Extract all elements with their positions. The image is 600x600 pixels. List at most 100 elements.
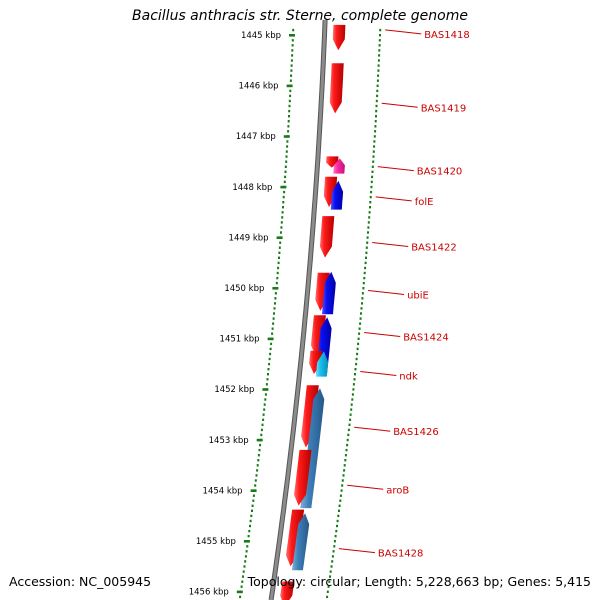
- ruler-dot: [361, 297, 364, 300]
- gene-arrow-bas1420-forward[interactable]: [326, 156, 339, 168]
- gene-label[interactable]: ubiE: [407, 291, 429, 302]
- ruler-dot: [261, 423, 264, 426]
- ruler-dot: [291, 39, 294, 42]
- ruler-dot: [282, 201, 285, 204]
- ruler-major-tick: [286, 84, 293, 88]
- ruler-dot: [289, 94, 292, 98]
- ruler-dot: [286, 145, 289, 148]
- ruler-dot: [375, 104, 378, 108]
- ruler-dot: [263, 408, 266, 411]
- ruler-major-tick: [243, 540, 250, 543]
- ruler-dot: [290, 69, 293, 72]
- gene-label[interactable]: folE: [415, 197, 434, 208]
- ruler-dot: [351, 398, 354, 401]
- ruler-dot: [247, 534, 250, 538]
- accession-text: Accession: NC_005945: [9, 574, 152, 589]
- ruler-dot: [266, 378, 269, 381]
- callout-line: [368, 290, 405, 295]
- ruler-dot: [370, 190, 373, 194]
- gene-arrow-arob-forward[interactable]: [294, 449, 312, 506]
- ruler-label: 1446 kbp: [239, 82, 279, 92]
- ruler-dot: [337, 514, 340, 518]
- ruler-dot: [288, 109, 291, 113]
- ruler-dot: [365, 246, 368, 249]
- backbone-line: [269, 19, 327, 600]
- ruler-dot: [290, 64, 293, 67]
- gene-arrow-ubie-reverse[interactable]: [322, 271, 336, 315]
- ruler-dot: [360, 307, 363, 310]
- gene-label[interactable]: BAS1422: [411, 243, 457, 254]
- gene-label[interactable]: BAS1426: [393, 427, 439, 438]
- ruler-dot: [282, 206, 284, 209]
- ruler-dot: [254, 479, 257, 482]
- ruler-dot: [341, 479, 344, 482]
- ruler-dot: [274, 302, 276, 305]
- ruler-dot: [279, 241, 282, 244]
- gene-arrow-bas1428-reverse[interactable]: [291, 513, 310, 571]
- ruler-dot: [284, 170, 287, 173]
- gene-arrow-next-forward[interactable]: [280, 581, 295, 600]
- ruler-dot: [338, 509, 340, 512]
- ruler-dot: [373, 145, 376, 148]
- gene-arrow-fole-reverse[interactable]: [330, 180, 344, 210]
- ruler-dot: [359, 317, 362, 320]
- gene-arrow-ndk-reverse[interactable]: [315, 351, 329, 377]
- gene-arrow-fole-forward[interactable]: [323, 176, 338, 207]
- ruler-dot: [275, 281, 278, 285]
- gene-label[interactable]: ndk: [399, 372, 418, 383]
- ruler-dot: [354, 368, 357, 371]
- gene-label[interactable]: BAS1424: [403, 333, 449, 344]
- ruler-dot: [284, 165, 287, 168]
- gene-arrow-bas1418-forward[interactable]: [332, 24, 346, 51]
- ruler-dot: [364, 261, 367, 265]
- callout-line: [347, 484, 384, 490]
- ruler-dot: [260, 433, 263, 437]
- ruler-dot: [335, 529, 338, 533]
- gene-labels: BAS1418 BAS1419 BAS1420 folE BAS1422 ubiE BAS1…: [338, 29, 470, 560]
- ruler-dot: [249, 519, 252, 523]
- callout-line: [338, 548, 375, 554]
- ruler-dot: [374, 120, 377, 123]
- ruler-dot: [267, 368, 270, 371]
- ruler-dot: [269, 347, 272, 351]
- ruler-dot: [256, 469, 259, 472]
- gene-arrow-bas1419-forward[interactable]: [329, 63, 344, 114]
- ruler-dot: [240, 585, 243, 588]
- ruler-dot: [280, 221, 283, 224]
- ruler-dot: [250, 514, 253, 518]
- ruler-dot: [281, 211, 284, 214]
- gene-label[interactable]: BAS1419: [421, 103, 467, 114]
- ruler-dot: [292, 28, 295, 32]
- ruler-dot: [262, 413, 265, 416]
- ruler-dot: [285, 160, 288, 163]
- ruler-dot: [284, 175, 287, 179]
- gene-arrow-bas1422-forward[interactable]: [319, 216, 335, 258]
- ruler-dot: [362, 281, 365, 285]
- ruler-dot: [265, 383, 268, 386]
- genome-backbone: [268, 19, 328, 600]
- gene-arrow-bas1420-reverse[interactable]: [333, 158, 345, 174]
- ruler-major-tick: [272, 287, 279, 290]
- ruler-dot: [350, 403, 353, 406]
- ruler-dot: [367, 226, 370, 229]
- ruler-dot: [329, 570, 332, 573]
- ruler-dot: [358, 327, 361, 330]
- ruler-dot: [274, 297, 277, 300]
- ruler-dot: [378, 54, 381, 57]
- ruler-dot: [368, 216, 371, 219]
- ruler-dot: [255, 474, 258, 477]
- ruler-dot: [262, 418, 265, 421]
- gene-label[interactable]: BAS1420: [417, 167, 463, 178]
- ruler-dot: [351, 393, 354, 396]
- ruler-dot: [251, 509, 253, 512]
- ruler-label: 1450 kbp: [224, 284, 264, 294]
- ruler-dot: [252, 499, 255, 502]
- gene-arrow-ndk-forward[interactable]: [309, 350, 323, 374]
- gene-label[interactable]: aroB: [386, 485, 409, 496]
- ruler-dot: [244, 555, 247, 558]
- gene-label[interactable]: BAS1428: [378, 549, 424, 560]
- ruler-dot: [347, 433, 350, 437]
- gene-label[interactable]: BAS1418: [424, 30, 470, 41]
- ruler-dot: [256, 464, 259, 467]
